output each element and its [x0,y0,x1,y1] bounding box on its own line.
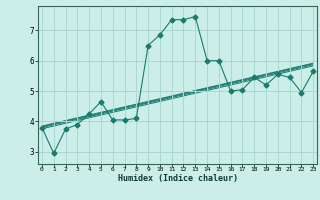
X-axis label: Humidex (Indice chaleur): Humidex (Indice chaleur) [118,174,238,183]
